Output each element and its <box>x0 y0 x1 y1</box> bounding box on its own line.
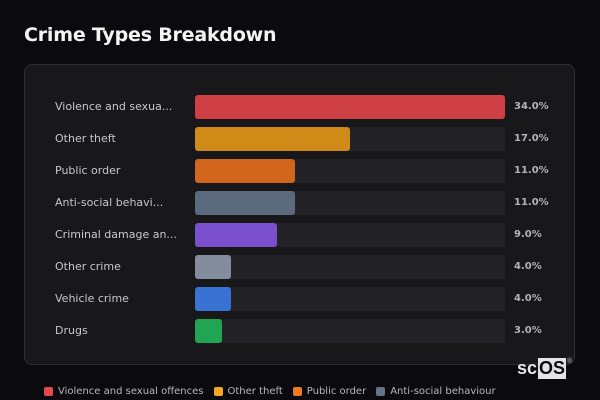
legend-label: Other theft <box>227 386 283 397</box>
bar-row: Drugs 3.0% <box>25 319 574 343</box>
bar-value: 4.0% <box>514 261 542 272</box>
bar-fill[interactable] <box>195 159 296 183</box>
legend-item[interactable]: Other theft <box>213 386 283 397</box>
bar-track <box>195 127 505 151</box>
bar-track <box>195 255 505 279</box>
bar-row: Anti-social behavi... 11.0% <box>25 191 574 215</box>
legend-swatch-icon <box>376 387 386 396</box>
chart-legend: Violence and sexual offences Other theft P… <box>44 386 496 397</box>
bar-value: 17.0% <box>514 133 549 144</box>
bar-label: Vehicle crime <box>55 292 129 305</box>
logo-prefix: sc <box>517 358 538 378</box>
chart-card: Violence and sexua... 34.0% Other theft 17.… <box>24 64 575 365</box>
logo-highlight: OS <box>538 358 567 379</box>
bar-fill[interactable] <box>195 95 505 119</box>
bar-row: Violence and sexua... 34.0% <box>25 95 574 119</box>
bar-track <box>195 191 505 215</box>
bar-fill[interactable] <box>195 223 278 247</box>
bar-label: Public order <box>55 164 121 177</box>
bar-track <box>195 319 505 343</box>
scos-logo: sc OS ® <box>517 358 572 379</box>
legend-item[interactable]: Violence and sexual offences <box>44 386 204 397</box>
legend-label: Anti-social behaviour <box>390 386 496 397</box>
legend-swatch-icon <box>213 387 223 396</box>
legend-label: Violence and sexual offences <box>58 386 204 397</box>
bar-fill[interactable] <box>195 191 296 215</box>
bar-fill[interactable] <box>195 287 232 311</box>
legend-swatch-icon <box>292 387 302 396</box>
bar-row: Criminal damage an... 9.0% <box>25 223 574 247</box>
bar-row: Other theft 17.0% <box>25 127 574 151</box>
bar-label: Other theft <box>55 132 116 145</box>
bar-track <box>195 159 505 183</box>
bar-fill[interactable] <box>195 255 232 279</box>
bar-value: 4.0% <box>514 293 542 304</box>
bar-track <box>195 287 505 311</box>
bar-label: Criminal damage an... <box>55 228 177 241</box>
legend-item[interactable]: Anti-social behaviour <box>376 386 496 397</box>
legend-swatch-icon <box>44 387 53 396</box>
bar-label: Violence and sexua... <box>55 100 173 113</box>
registered-mark-icon: ® <box>567 358 573 365</box>
bar-value: 9.0% <box>514 229 542 240</box>
bar-value: 11.0% <box>514 165 549 176</box>
bar-value: 3.0% <box>514 325 542 336</box>
bar-value: 11.0% <box>514 197 549 208</box>
legend-label: Public order <box>306 386 367 397</box>
bar-row: Public order 11.0% <box>25 159 574 183</box>
bar-label: Other crime <box>55 260 121 273</box>
bar-row: Vehicle crime 4.0% <box>25 287 574 311</box>
bar-fill[interactable] <box>195 319 223 343</box>
bar-track <box>195 95 505 119</box>
bar-fill[interactable] <box>195 127 350 151</box>
bar-label: Anti-social behavi... <box>55 196 164 209</box>
bar-label: Drugs <box>55 324 88 337</box>
bar-value: 34.0% <box>514 101 549 112</box>
bar-row: Other crime 4.0% <box>25 255 574 279</box>
legend-item[interactable]: Public order <box>292 386 367 397</box>
page-title: Crime Types Breakdown <box>24 24 277 46</box>
bar-track <box>195 223 505 247</box>
